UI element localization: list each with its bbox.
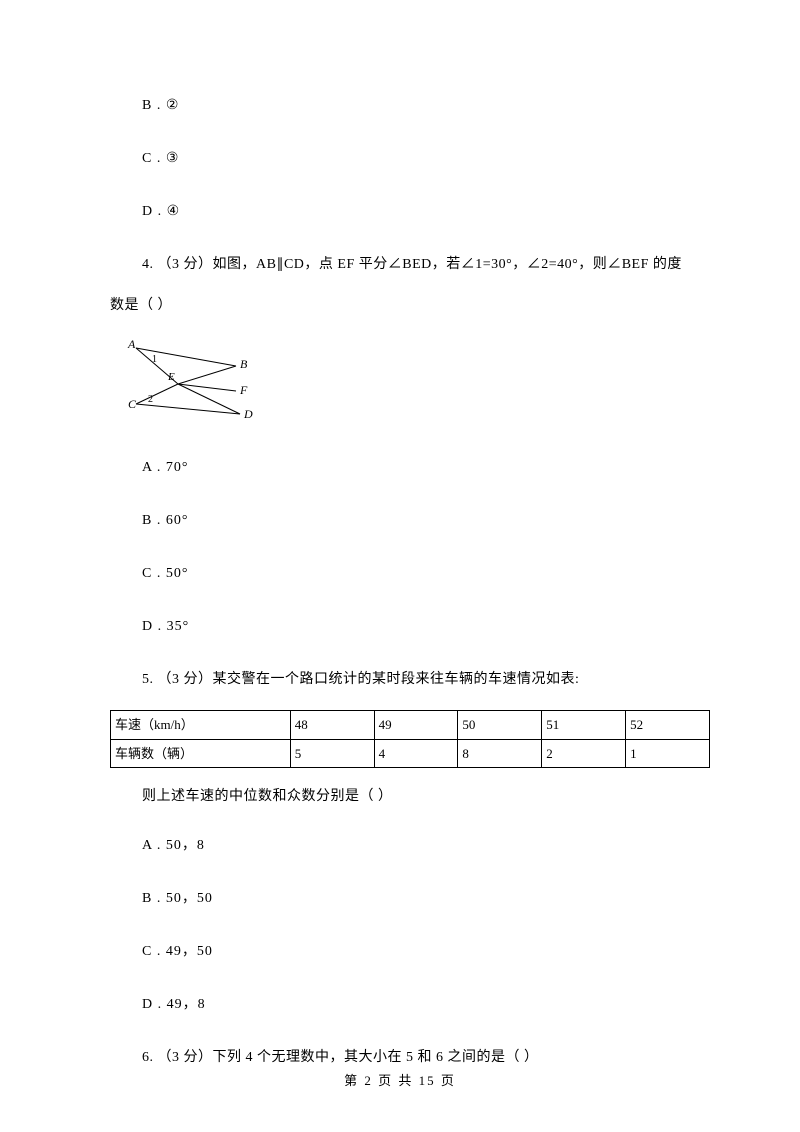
q5-after: 则上述车速的中位数和众数分别是（ ） bbox=[142, 786, 710, 807]
q5-option-b: B . 50，50 bbox=[142, 888, 710, 909]
q5-table: 车速（km/h） 48 49 50 51 52 车辆数（辆） 5 4 8 2 1 bbox=[110, 710, 710, 768]
q4-option-d: D . 35° bbox=[142, 616, 710, 637]
svg-text:2: 2 bbox=[148, 394, 153, 405]
q5-option-d: D . 49，8 bbox=[142, 994, 710, 1015]
svg-text:B: B bbox=[240, 357, 248, 371]
q3-option-b: B . ② bbox=[142, 95, 710, 116]
svg-text:F: F bbox=[239, 383, 248, 397]
cell: 48 bbox=[290, 711, 374, 740]
q5-option-a: A . 50，8 bbox=[142, 835, 710, 856]
svg-text:D: D bbox=[243, 407, 253, 421]
svg-text:A: A bbox=[127, 337, 136, 351]
row1-label: 车速（km/h） bbox=[111, 711, 291, 740]
cell: 52 bbox=[626, 711, 710, 740]
page-footer: 第 2 页 共 15 页 bbox=[0, 1071, 800, 1091]
cell: 8 bbox=[458, 739, 542, 768]
svg-text:1: 1 bbox=[152, 354, 157, 365]
cell: 1 bbox=[626, 739, 710, 768]
cell: 5 bbox=[290, 739, 374, 768]
cell: 50 bbox=[458, 711, 542, 740]
q4-option-b: B . 60° bbox=[142, 510, 710, 531]
q4-diagram: A B C D E F 1 2 bbox=[118, 336, 710, 433]
q4-option-c: C . 50° bbox=[142, 563, 710, 584]
q4-option-a: A . 70° bbox=[142, 457, 710, 478]
table-row: 车辆数（辆） 5 4 8 2 1 bbox=[111, 739, 710, 768]
row2-label: 车辆数（辆） bbox=[111, 739, 291, 768]
q4-text-line1: 4. （3 分）如图，AB∥CD，点 EF 平分∠BED，若∠1=30°，∠2=… bbox=[142, 254, 710, 275]
cell: 51 bbox=[542, 711, 626, 740]
q3-option-c: C . ③ bbox=[142, 148, 710, 169]
q5-text: 5. （3 分）某交警在一个路口统计的某时段来往车辆的车速情况如表: bbox=[142, 669, 710, 690]
q3-option-d: D . ④ bbox=[142, 201, 710, 222]
table-row: 车速（km/h） 48 49 50 51 52 bbox=[111, 711, 710, 740]
cell: 49 bbox=[374, 711, 458, 740]
cell: 2 bbox=[542, 739, 626, 768]
svg-text:E: E bbox=[167, 371, 175, 383]
q4-text-line2: 数是（ ） bbox=[110, 295, 710, 316]
q6-text: 6. （3 分）下列 4 个无理数中，其大小在 5 和 6 之间的是（ ） bbox=[142, 1047, 710, 1068]
q5-option-c: C . 49，50 bbox=[142, 941, 710, 962]
cell: 4 bbox=[374, 739, 458, 768]
svg-text:C: C bbox=[128, 397, 137, 411]
